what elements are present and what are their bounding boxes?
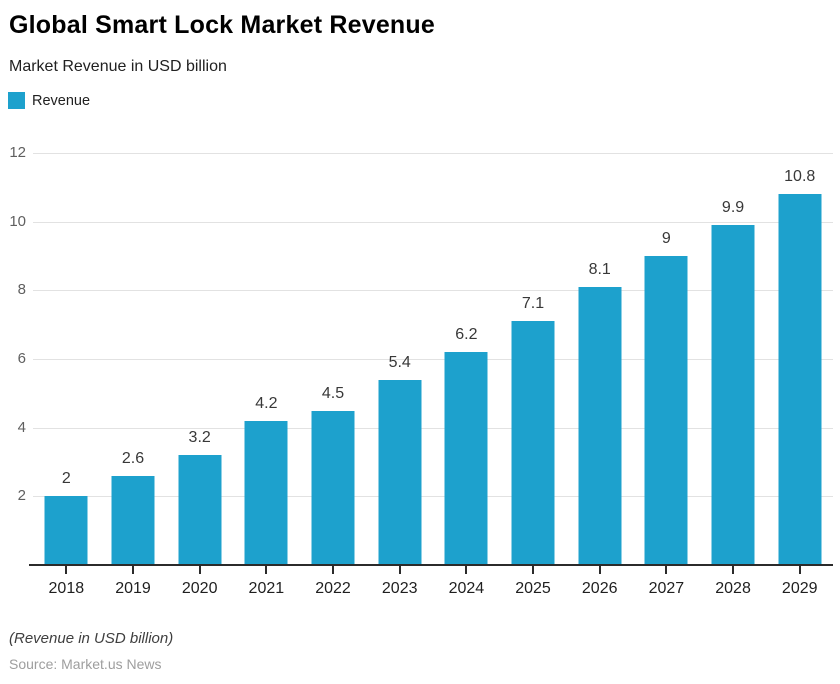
y-tick-label: 12 (9, 144, 26, 161)
bar-value-label: 10.8 (784, 168, 816, 186)
x-axis-tick (665, 566, 668, 574)
x-tick-label: 2019 (115, 580, 151, 597)
x-tick-label: 2026 (581, 580, 618, 597)
bar (644, 256, 688, 565)
bar-slot: 4.5 (300, 153, 367, 574)
bar-slot: 5.4 (366, 153, 433, 574)
bar-value-label: 3.2 (188, 429, 211, 447)
bar (178, 455, 222, 565)
bar-slot: 10.8 (766, 153, 833, 574)
bar-value-label: 2 (61, 470, 71, 488)
chart-subtitle: Market Revenue in USD billion (9, 58, 227, 75)
bar-value-label: 8.1 (588, 260, 611, 278)
source-note: Source: Market.us News (9, 656, 162, 672)
y-tick-label: 6 (17, 350, 26, 367)
x-axis-tick (798, 566, 801, 574)
legend-label: Revenue (32, 92, 91, 109)
x-axis-tick (198, 566, 201, 574)
x-axis-tick (732, 566, 735, 574)
gridline (33, 427, 833, 429)
x-tick-label: 2022 (315, 580, 351, 597)
gridline (33, 496, 833, 498)
legend-swatch-icon (8, 92, 25, 109)
y-tick-label: 8 (17, 281, 26, 299)
x-axis-tick (598, 566, 601, 574)
x-tick-label: 2029 (781, 580, 818, 597)
x-tick-label: 2024 (448, 580, 485, 597)
bar (111, 475, 155, 565)
x-axis-tick (465, 566, 468, 574)
x-tick-label: 2018 (48, 580, 85, 597)
y-tick-label: 2 (17, 487, 26, 505)
y-tick-label: 10 (9, 212, 26, 230)
x-axis-tick (265, 566, 268, 574)
x-axis-tick (132, 566, 134, 574)
bar-slot: 4.2 (233, 153, 300, 574)
footnote: (Revenue in USD billion) (9, 630, 174, 647)
bar-value-label: 9 (661, 230, 671, 247)
bar-slot: 6.2 (433, 153, 500, 574)
plot-area: 2 2.6 3.2 4.2 4.5 5.4 6.2 7.1 8.1 9 9.9 10.8 (29, 153, 833, 574)
bars-container: 2 2.6 3.2 4.2 4.5 5.4 6.2 7.1 8.1 9 9.9 10.8 (33, 153, 833, 574)
x-tick-label: 2028 (715, 580, 751, 597)
bar-value-label: 4.2 (255, 394, 278, 412)
x-axis-tick (532, 566, 535, 574)
bar-value-label: 5.4 (388, 353, 411, 371)
bar (578, 286, 622, 565)
x-axis-labels: 2018 2019 2020 2021 2022 2023 2024 2025 2026 2027… (33, 580, 833, 598)
legend: Revenue (8, 92, 90, 109)
bar-value-label: 4.5 (321, 384, 345, 402)
bar (511, 321, 555, 565)
bar-slot: 8.1 (566, 153, 633, 574)
bar-slot: 9.9 (700, 153, 767, 574)
x-tick-label: 2023 (381, 580, 418, 597)
x-axis-tick (398, 566, 401, 574)
x-tick-label: 2021 (248, 580, 285, 597)
bar-value-label: 7.1 (521, 295, 545, 313)
bar-value-label: 2.6 (121, 449, 145, 467)
bar (44, 496, 88, 565)
x-tick-label: 2025 (515, 580, 551, 597)
gridline (33, 221, 833, 223)
x-tick-label: 2020 (181, 580, 218, 597)
bar (444, 352, 488, 565)
bar-slot: 2 (33, 153, 100, 574)
chart-title: Global Smart Lock Market Revenue (9, 11, 435, 39)
bar (244, 420, 288, 565)
bar-value-label: 6.2 (455, 326, 478, 344)
gridline (33, 290, 833, 292)
bar (778, 194, 822, 565)
x-axis-tick (332, 566, 335, 574)
bar (311, 410, 355, 565)
gridline (33, 359, 833, 360)
x-axis-line (29, 564, 833, 566)
y-axis-labels: 2 4 6 8 10 12 (0, 144, 26, 565)
bar-slot: 9 (633, 153, 700, 574)
y-tick-label: 4 (17, 418, 26, 436)
bar-slot: 3.2 (166, 153, 233, 574)
gridline (33, 153, 833, 154)
x-axis-tick (65, 566, 68, 574)
bar-slot: 7.1 (500, 153, 567, 574)
x-tick-label: 2027 (648, 580, 685, 597)
bar-slot: 2.6 (100, 153, 167, 574)
bar (711, 225, 755, 565)
bar (378, 379, 422, 565)
bar-value-label: 9.9 (721, 199, 745, 217)
